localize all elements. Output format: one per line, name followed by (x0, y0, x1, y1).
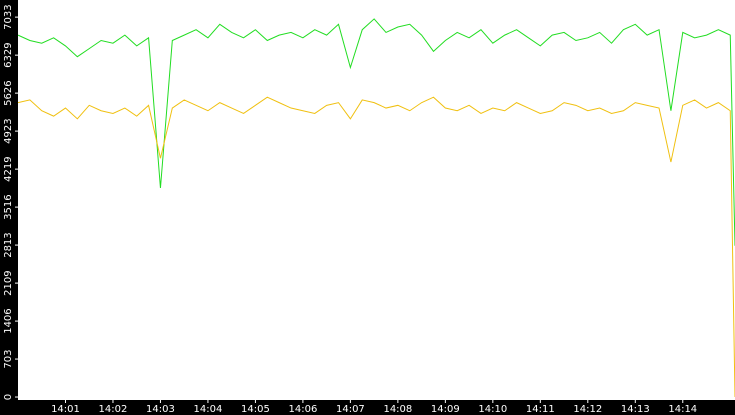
y-tick-label: 7033 (3, 4, 14, 29)
x-tick-label: 14:10 (478, 404, 507, 415)
x-tick-label: 14:07 (336, 404, 365, 415)
x-tick-label: 14:06 (288, 404, 317, 415)
x-tick-label: 14:12 (573, 404, 602, 415)
y-tick-label: 2109 (3, 270, 14, 295)
series-line (17, 18, 735, 246)
y-tick-label: 6329 (3, 42, 14, 67)
series-line (17, 96, 735, 398)
y-tick-label: 4219 (3, 156, 14, 181)
x-tick-label: 14:08 (383, 404, 412, 415)
x-tick-label: 14:01 (51, 404, 80, 415)
x-tick-label: 14:13 (621, 404, 650, 415)
y-tick-label: 3516 (3, 194, 14, 219)
y-tick-label: 4923 (3, 118, 14, 143)
y-tick-label: 2813 (3, 232, 14, 257)
x-tick-label: 14:02 (99, 404, 128, 415)
y-tick-label: 0 (3, 394, 14, 400)
y-tick-label: 1406 (3, 308, 14, 333)
plot-area (18, 0, 735, 400)
y-tick-label: 703 (3, 350, 14, 369)
x-tick-label: 14:04 (194, 404, 223, 415)
y-tick-label: 5626 (3, 80, 14, 105)
x-tick-label: 14:09 (431, 404, 460, 415)
x-tick-label: 14:14 (668, 404, 697, 415)
x-tick-label: 14:11 (526, 404, 555, 415)
x-tick-label: 14:03 (146, 404, 175, 415)
x-tick-label: 14:05 (241, 404, 270, 415)
